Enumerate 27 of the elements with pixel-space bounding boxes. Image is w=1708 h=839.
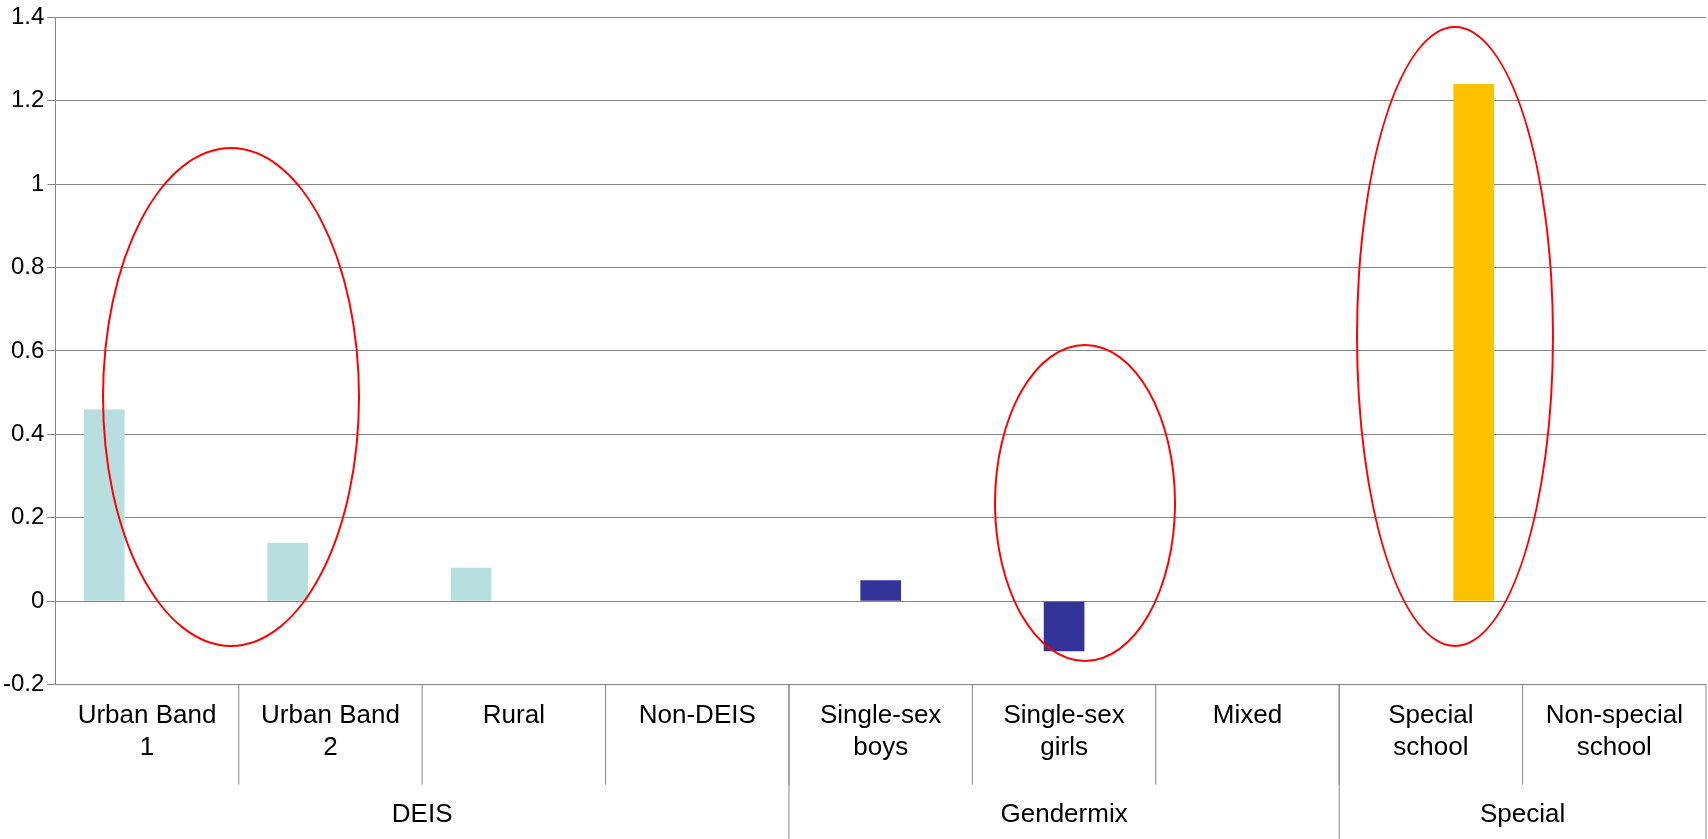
bar: [83, 409, 125, 601]
y-tick-label: 1: [31, 168, 45, 196]
bar: [267, 542, 308, 601]
text: Gendermix: [1000, 797, 1128, 828]
x-tick-label: Special school: [1388, 699, 1474, 761]
bar: [450, 567, 492, 601]
y-tick-label: 0.2: [10, 502, 45, 530]
x-tick-label: Non-special school: [1545, 699, 1683, 761]
x-tick-label: Mixed: [1212, 699, 1283, 730]
x-tick-label: Single-sex boys: [819, 699, 942, 761]
text: DEIS: [391, 797, 453, 828]
y-tick-label: 1.2: [10, 85, 45, 113]
x-tick-label: Urban Band 1: [77, 699, 217, 761]
y-tick-label: 0: [31, 585, 45, 613]
bar: [860, 580, 902, 601]
x-tick-label: Rural: [482, 699, 545, 730]
x-tick-label: Non-DEIS: [638, 699, 756, 730]
text: Special: [1479, 797, 1566, 828]
y-tick-label: 1.4: [10, 2, 45, 30]
x-tick-label: Urban Band 2: [261, 699, 400, 761]
y-tick-label: 0.6: [10, 335, 45, 363]
y-tick-label: -0.2: [3, 669, 45, 697]
y-tick-label: 0.8: [10, 252, 45, 280]
bar: [1043, 601, 1085, 652]
y-tick-label: 0.4: [10, 419, 45, 447]
bar: [1453, 84, 1495, 601]
x-tick-label: Single-sex girls: [1003, 699, 1125, 761]
